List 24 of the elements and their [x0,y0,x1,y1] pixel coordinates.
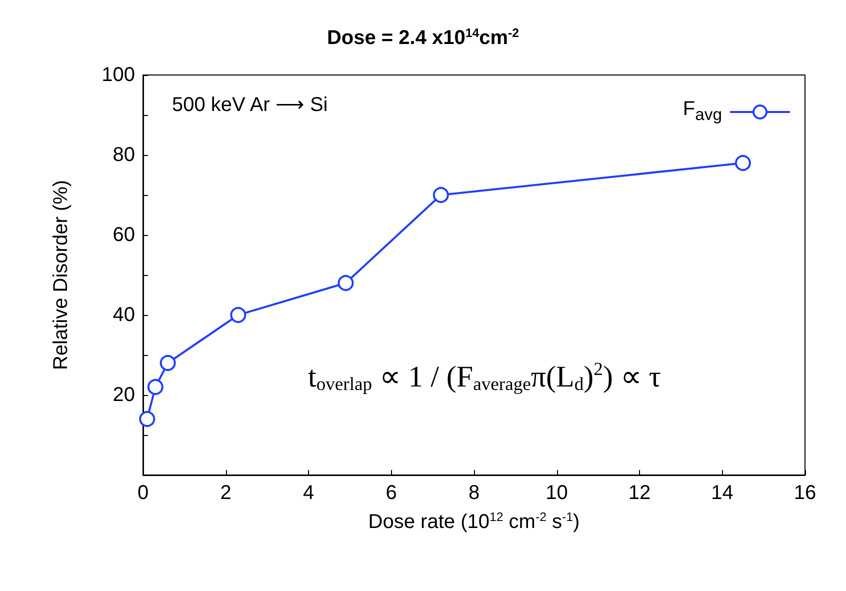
point [432,187,449,203]
x-tick-label: 0 [137,482,149,504]
x-tick-label: 4 [302,482,314,504]
annotation: 500 keV Ar ⟶ Si [172,94,328,116]
point [147,379,164,395]
x-tick-label: 12 [628,482,651,504]
y-axis-title: Relative Disorder (%) [50,180,72,370]
x-tick-label: 14 [711,482,734,504]
y-tick-label: 20 [112,384,135,406]
y-tick-label: 100 [102,64,135,86]
point [139,411,156,427]
x-tick-label: 8 [468,482,480,504]
point [734,155,751,171]
point [230,307,246,323]
x-tick-label: 2 [220,482,232,504]
point [338,275,354,291]
point [160,355,176,371]
x-tick-label: 6 [386,482,397,504]
y-tick-label: 60 [112,224,135,246]
y-tick-label: 80 [112,144,135,166]
y-tick-label: 40 [112,304,135,326]
x-tick-label: 16 [794,482,816,504]
x-tick-label: 10 [546,482,568,504]
legend-label: F$_{avg}$ [682,98,722,125]
